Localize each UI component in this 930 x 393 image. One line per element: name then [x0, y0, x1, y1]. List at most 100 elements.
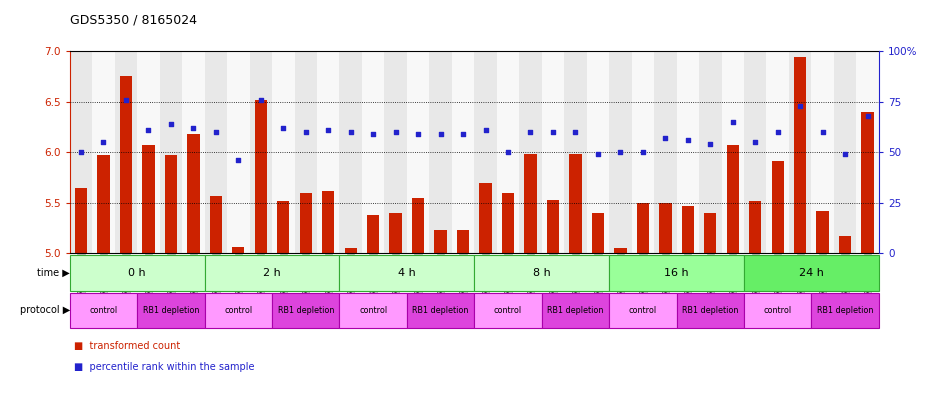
Point: [365, 131, 380, 137]
Bar: [479, 183, 492, 253]
Bar: [142, 145, 154, 253]
Text: ■  percentile rank within the sample: ■ percentile rank within the sample: [74, 362, 255, 373]
Point: [96, 139, 111, 145]
Point: [568, 129, 583, 135]
Point: [770, 129, 785, 135]
Text: RB1 depletion: RB1 depletion: [142, 306, 199, 315]
Bar: [519, 51, 541, 253]
Bar: [92, 51, 114, 253]
Bar: [339, 51, 362, 253]
Point: [816, 129, 830, 135]
Bar: [591, 213, 604, 253]
Bar: [165, 155, 177, 253]
Point: [388, 129, 403, 135]
Bar: [272, 51, 295, 253]
Bar: [676, 51, 699, 253]
Bar: [70, 293, 138, 328]
Point: [456, 131, 471, 137]
Bar: [587, 51, 609, 253]
Text: RB1 depletion: RB1 depletion: [817, 306, 873, 315]
Bar: [137, 293, 205, 328]
Bar: [839, 236, 851, 253]
Text: 4 h: 4 h: [398, 268, 416, 278]
Bar: [744, 293, 811, 328]
Bar: [766, 51, 789, 253]
Bar: [384, 51, 406, 253]
Bar: [861, 112, 874, 253]
Bar: [232, 248, 245, 253]
Bar: [726, 145, 739, 253]
Bar: [474, 255, 609, 291]
Point: [478, 127, 493, 133]
Bar: [749, 201, 762, 253]
Bar: [654, 51, 676, 253]
Bar: [70, 51, 92, 253]
Text: control: control: [764, 306, 791, 315]
Bar: [390, 213, 402, 253]
Bar: [744, 51, 766, 253]
Bar: [299, 193, 312, 253]
Point: [118, 97, 133, 103]
Point: [500, 149, 515, 155]
Bar: [772, 162, 784, 253]
Point: [546, 129, 561, 135]
Bar: [857, 51, 879, 253]
Bar: [565, 51, 587, 253]
Text: 24 h: 24 h: [799, 268, 824, 278]
Bar: [362, 51, 384, 253]
Bar: [457, 230, 470, 253]
Point: [343, 129, 358, 135]
Bar: [406, 51, 430, 253]
Text: 8 h: 8 h: [533, 268, 551, 278]
Bar: [249, 51, 272, 253]
Bar: [569, 154, 581, 253]
Bar: [631, 51, 654, 253]
Bar: [317, 51, 339, 253]
Point: [299, 129, 313, 135]
Bar: [70, 255, 205, 291]
Bar: [704, 213, 716, 253]
Bar: [430, 51, 452, 253]
Bar: [817, 211, 829, 253]
Bar: [114, 51, 137, 253]
Bar: [339, 293, 406, 328]
Point: [321, 127, 336, 133]
Bar: [699, 51, 722, 253]
Bar: [205, 255, 339, 291]
Point: [253, 97, 268, 103]
Bar: [609, 255, 744, 291]
Point: [208, 129, 223, 135]
Bar: [272, 293, 339, 328]
Bar: [187, 134, 200, 253]
Bar: [98, 155, 110, 253]
Bar: [811, 293, 879, 328]
Text: time ▶: time ▶: [37, 268, 70, 278]
Text: protocol ▶: protocol ▶: [20, 305, 70, 316]
Bar: [182, 51, 205, 253]
Point: [748, 139, 763, 145]
Bar: [344, 248, 357, 253]
Bar: [637, 203, 649, 253]
Bar: [322, 191, 335, 253]
Text: GDS5350 / 8165024: GDS5350 / 8165024: [70, 14, 197, 27]
Bar: [502, 193, 514, 253]
Bar: [74, 188, 87, 253]
Bar: [137, 51, 160, 253]
Text: 16 h: 16 h: [664, 268, 689, 278]
Point: [635, 149, 650, 155]
Text: RB1 depletion: RB1 depletion: [412, 306, 469, 315]
Bar: [682, 206, 694, 253]
Bar: [339, 255, 474, 291]
Point: [411, 131, 426, 137]
Point: [164, 121, 179, 127]
Text: RB1 depletion: RB1 depletion: [682, 306, 738, 315]
Point: [860, 113, 875, 119]
Point: [792, 103, 807, 109]
Bar: [255, 100, 267, 253]
Point: [613, 149, 628, 155]
Text: control: control: [359, 306, 387, 315]
Point: [591, 151, 605, 158]
Bar: [367, 215, 379, 253]
Bar: [227, 51, 249, 253]
Bar: [722, 51, 744, 253]
